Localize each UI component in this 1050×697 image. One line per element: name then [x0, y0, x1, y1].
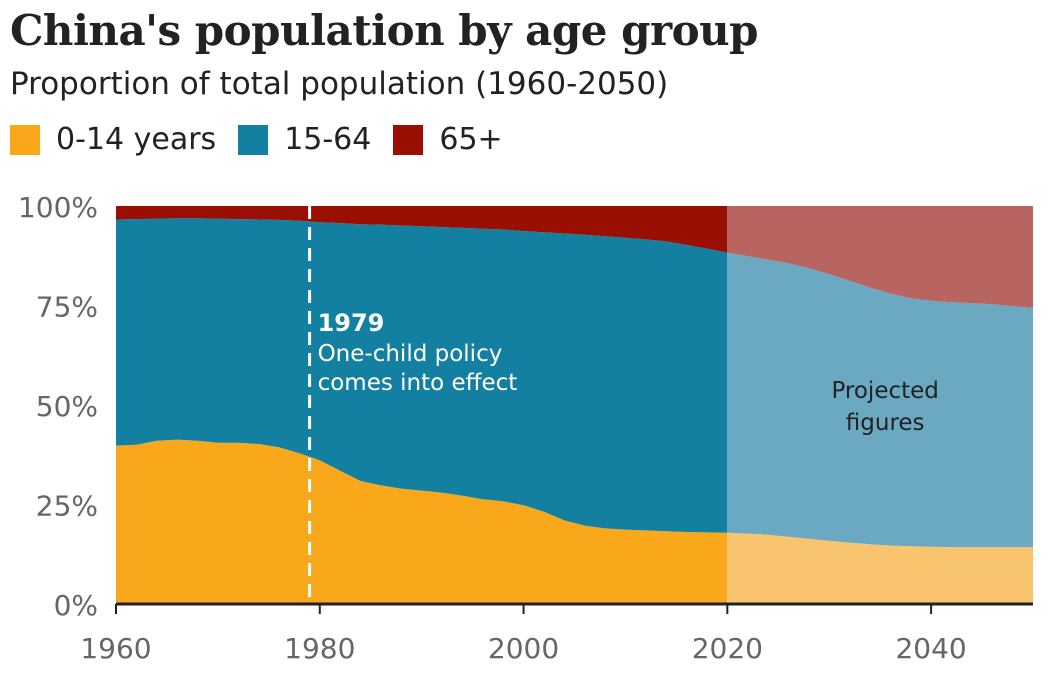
x-tick-label: 2000 [488, 632, 559, 665]
y-tick-label: 100% [18, 191, 98, 224]
legend-swatch-15-64 [238, 124, 269, 155]
x-tick-label: 1960 [80, 632, 151, 665]
y-tick-label: 75% [36, 291, 98, 324]
chart-subtitle: Proportion of total population (1960-205… [10, 66, 669, 102]
y-tick-label: 50% [36, 390, 98, 423]
area-15-64-historical [116, 218, 728, 533]
x-tick-label: 1980 [284, 632, 355, 665]
area-0-14-years-historical [116, 439, 728, 604]
legend-swatch-65plus [393, 124, 424, 155]
legend: 0-14 years 15-64 65+ [10, 122, 525, 157]
legend-item-15-64: 15-64 [238, 122, 371, 157]
legend-label-15-64: 15-64 [284, 122, 372, 157]
stacked-areas [116, 206, 1033, 604]
area-0-14-years-projected [727, 532, 1033, 604]
legend-swatch-0-14 [10, 124, 40, 155]
legend-label-65plus: 65+ [439, 122, 503, 157]
area-65-projected [727, 206, 1033, 308]
legend-item-65plus: 65+ [393, 122, 503, 157]
annotation-line-2: comes into effect [318, 370, 518, 396]
chart-title: China's population by age group [10, 6, 759, 55]
legend-item-0-14: 0-14 years [10, 122, 216, 157]
y-tick-label: 0% [54, 589, 98, 622]
area-65-historical [116, 206, 728, 253]
projected-label-2: figures [846, 410, 925, 436]
annotation-line-1: One-child policy [318, 341, 503, 367]
annotation-year: 1979 [318, 309, 385, 337]
annotations: 1979 One-child policy comes into effect … [308, 206, 939, 604]
x-tick-label: 2040 [895, 632, 966, 665]
legend-label-0-14: 0-14 years [56, 122, 217, 157]
x-tick-label: 2020 [692, 632, 763, 665]
projected-label-1: Projected [831, 378, 938, 404]
y-tick-label: 25% [36, 490, 98, 523]
area-15-64-projected [727, 252, 1033, 548]
axes: 0% 25% 50% 75% 100% 1960 1980 2000 2020 2040 [18, 191, 1033, 665]
